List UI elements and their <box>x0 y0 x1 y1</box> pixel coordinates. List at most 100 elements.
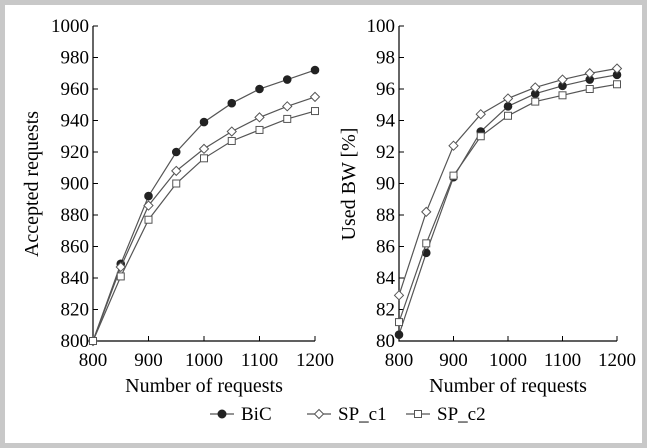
left-y-axis-label: Accepted requests <box>21 111 43 257</box>
left-point-sp-c1 <box>282 101 293 112</box>
left-y-tick-label: 1000 <box>51 16 89 37</box>
legend-marker-bic <box>217 409 227 419</box>
left-y-tick-label: 860 <box>61 237 90 258</box>
left-point-sp-c1 <box>309 91 321 103</box>
left-point-sp-c2 <box>227 136 236 145</box>
left-x-ticks: 800 900 1000 1100 1200 <box>79 336 334 371</box>
left-y-tick-label: 960 <box>61 79 90 100</box>
left-point-sp-c1 <box>198 143 210 155</box>
legend: BiC SP_c1 SP_c2 <box>210 404 486 425</box>
right-x-tick-label: 900 <box>439 350 468 371</box>
left-point-sp-c2 <box>89 337 97 345</box>
left-point-sp-c2 <box>255 125 264 134</box>
right-point-sp-c1 <box>557 74 568 85</box>
right-point-sp-c2 <box>422 239 431 248</box>
legend-marker-sp-c2 <box>414 410 422 418</box>
left-y-tick-label: 980 <box>61 48 90 69</box>
left-point-sp-c1 <box>226 126 237 137</box>
right-point-sp-c1 <box>611 63 623 74</box>
left-y-tick-label: 920 <box>61 142 90 163</box>
left-point-bic <box>255 84 264 94</box>
right-y-axis-label: Used BW [%] <box>338 128 360 241</box>
left-point-sp-c2 <box>311 107 319 116</box>
left-point-sp-c1 <box>254 112 265 123</box>
left-point-bic <box>227 98 237 108</box>
legend-item-sp-c2: SP_c2 <box>406 404 486 425</box>
right-x-tick-label: 1100 <box>544 350 581 371</box>
left-y-tick-label: 800 <box>61 331 90 352</box>
right-point-sp-c2 <box>476 132 485 141</box>
left-y-ticks: 800 820 840 860 880 900 920 940 960 980 1000 <box>51 16 98 352</box>
left-x-tick-label: 1200 <box>296 350 334 371</box>
right-y-tick-label: 86 <box>376 237 395 258</box>
legend-item-sp-c1: SP_c1 <box>307 404 387 425</box>
left-point-bic <box>310 65 320 75</box>
right-x-tick-label: 1200 <box>598 350 636 371</box>
left-y-tick-label: 880 <box>61 205 90 226</box>
right-point-sp-c1 <box>530 82 541 93</box>
legend-item-bic: BiC <box>210 404 272 425</box>
right-point-sp-c1 <box>393 290 405 301</box>
right-point-sp-c2 <box>585 85 594 93</box>
left-point-sp-c2 <box>144 215 153 224</box>
right-point-sp-c1 <box>502 93 514 104</box>
left-point-sp-c1 <box>143 200 154 211</box>
right-point-sp-c1 <box>584 68 595 79</box>
right-point-sp-c2 <box>613 80 621 89</box>
right-y-tick-label: 80 <box>376 331 395 352</box>
right-y-tick-label: 82 <box>376 300 395 321</box>
legend-label-sp-c1: SP_c1 <box>338 404 387 425</box>
legend-marker-sp-c1 <box>313 408 325 420</box>
left-point-bic <box>282 75 292 84</box>
chart-used-bandwidth: 80 82 84 86 88 90 92 94 96 98 100 800 900 1000 1100 12… <box>338 16 636 397</box>
right-y-tick-label: 100 <box>367 16 396 37</box>
right-y-tick-label: 90 <box>376 174 395 195</box>
right-y-tick-label: 84 <box>376 268 396 289</box>
left-point-bic <box>144 191 153 201</box>
left-point-sp-c1 <box>115 261 126 273</box>
right-series-group <box>393 63 623 340</box>
right-y-tick-label: 88 <box>376 205 395 226</box>
right-point-sp-c2 <box>449 171 458 180</box>
right-point-sp-c2 <box>395 318 403 327</box>
right-y-ticks: 80 82 84 86 88 90 92 94 96 98 100 <box>367 16 404 352</box>
chart-accepted-requests: 800 820 840 860 880 900 920 940 960 980 1000 800 90… <box>21 16 334 397</box>
left-x-tick-label: 1000 <box>185 350 223 371</box>
right-x-tick-label: 800 <box>385 350 414 371</box>
left-point-sp-c2 <box>172 179 181 188</box>
left-point-sp-c2 <box>116 272 125 281</box>
right-x-ticks: 800 900 1000 1100 1200 <box>385 336 636 371</box>
left-point-sp-c1 <box>171 165 182 177</box>
right-point-bic <box>394 330 404 340</box>
right-x-axis-label: Number of requests <box>429 375 587 397</box>
right-y-tick-label: 96 <box>376 79 395 100</box>
left-x-tick-label: 800 <box>79 350 108 371</box>
left-x-axis-label: Number of requests <box>125 375 283 397</box>
left-point-bic <box>199 117 209 127</box>
left-y-tick-label: 900 <box>61 174 90 195</box>
left-point-sp-c2 <box>283 114 292 123</box>
left-y-tick-label: 820 <box>61 300 90 321</box>
left-x-tick-label: 1100 <box>241 350 278 371</box>
right-point-sp-c1 <box>421 206 432 218</box>
left-y-tick-label: 840 <box>61 268 90 289</box>
left-series-group <box>87 65 321 347</box>
legend-label-sp-c2: SP_c2 <box>437 404 486 425</box>
legend-label-bic: BiC <box>241 404 272 425</box>
right-point-sp-c2 <box>558 91 567 100</box>
right-point-sp-c1 <box>475 108 486 120</box>
left-point-bic <box>171 147 181 157</box>
right-point-sp-c2 <box>504 111 512 120</box>
right-y-tick-label: 98 <box>376 48 395 69</box>
right-x-tick-label: 1000 <box>489 350 527 371</box>
right-point-bic <box>503 102 513 111</box>
right-y-tick-label: 94 <box>376 111 396 132</box>
right-point-sp-c1 <box>448 140 459 151</box>
right-y-tick-label: 92 <box>376 142 395 163</box>
right-point-sp-c2 <box>531 97 540 106</box>
left-x-tick-label: 900 <box>134 350 163 371</box>
left-point-sp-c2 <box>200 154 208 163</box>
left-y-tick-label: 940 <box>61 111 90 132</box>
